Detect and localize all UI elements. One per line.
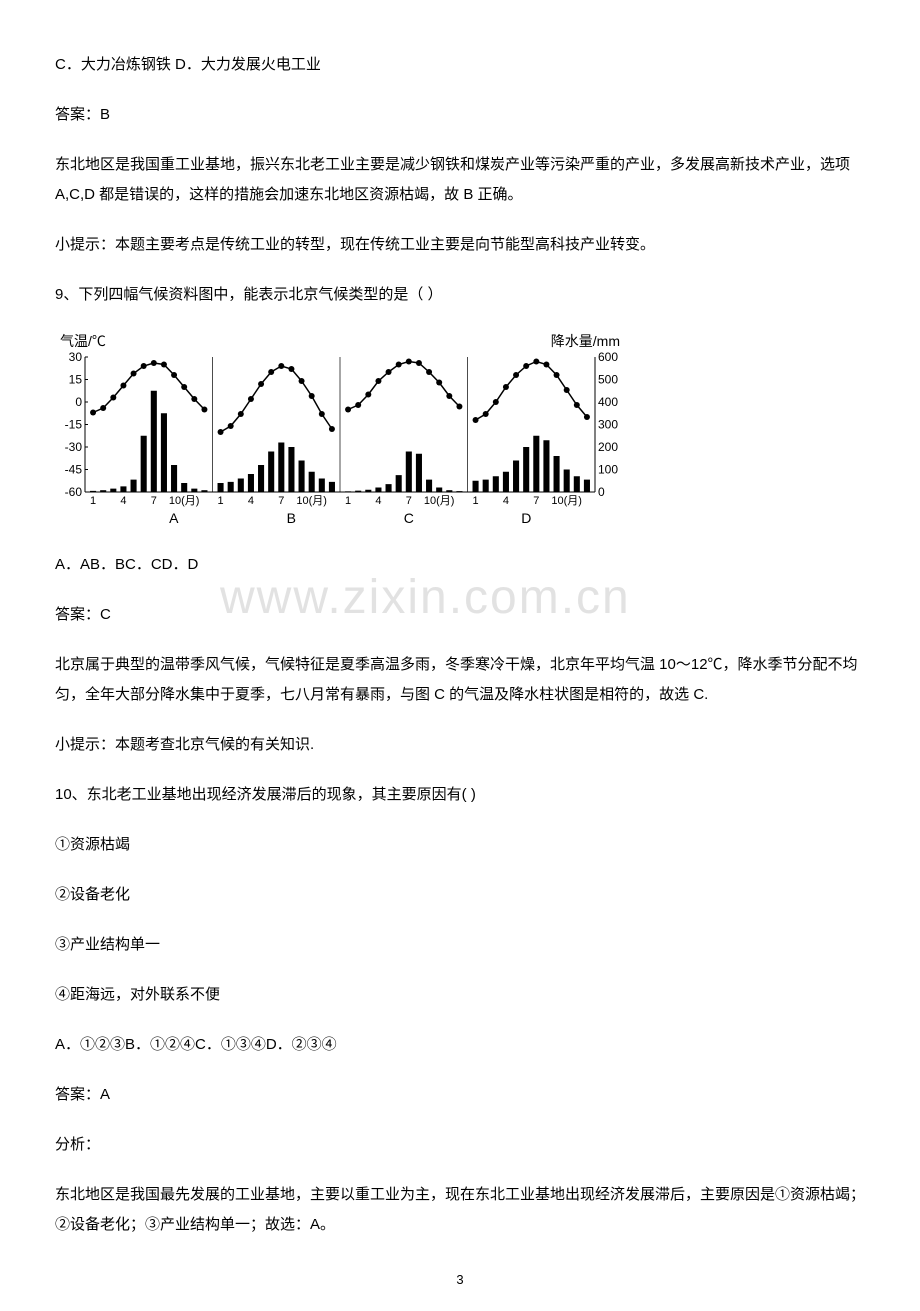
analysis-label: 分析： — [55, 1130, 865, 1160]
hint-2: 小提示：本题考查北京气候的有关知识. — [55, 730, 865, 760]
svg-text:7: 7 — [406, 495, 412, 507]
svg-text:4: 4 — [503, 495, 509, 507]
svg-text:10(月): 10(月) — [551, 495, 582, 507]
svg-text:4: 4 — [375, 495, 381, 507]
chart-letter-b: B — [233, 507, 351, 529]
svg-text:0: 0 — [598, 485, 605, 499]
chart-right-axis-label: 降水量/mm — [551, 330, 620, 352]
svg-text:7: 7 — [151, 495, 157, 507]
option-circle-3: ③产业结构单一 — [55, 930, 865, 960]
svg-text:4: 4 — [120, 495, 126, 507]
svg-text:400: 400 — [598, 395, 618, 409]
svg-text:-45: -45 — [65, 463, 83, 477]
svg-text:10(月): 10(月) — [169, 495, 200, 507]
question-9: 9、下列四幅气候资料图中，能表示北京气候类型的是（ ） — [55, 280, 865, 310]
svg-text:1: 1 — [345, 495, 351, 507]
svg-text:0: 0 — [75, 395, 82, 409]
svg-text:300: 300 — [598, 418, 618, 432]
climate-chart: 气温/℃ 降水量/mm 30 15 0 -15 -30 -45 -60 600 500 400 30… — [55, 330, 625, 530]
chart-letter-a: A — [115, 507, 233, 529]
svg-text:-60: -60 — [65, 485, 83, 499]
svg-text:1: 1 — [218, 495, 224, 507]
answer-b: 答案：B — [55, 100, 865, 130]
question-10: 10、东北老工业基地出现经济发展滞后的现象，其主要原因有( ) — [55, 780, 865, 810]
options-9: A．AB．BC．CD．D — [55, 550, 865, 580]
svg-text:500: 500 — [598, 373, 618, 387]
svg-text:10(月): 10(月) — [296, 495, 327, 507]
svg-text:-30: -30 — [65, 440, 83, 454]
answer-c: 答案：C — [55, 600, 865, 630]
svg-text:7: 7 — [278, 495, 284, 507]
svg-text:200: 200 — [598, 440, 618, 454]
answer-a: 答案：A — [55, 1080, 865, 1110]
chart-letter-c: C — [350, 507, 468, 529]
svg-text:15: 15 — [69, 373, 83, 387]
chart-letters-row: A B C D — [55, 507, 585, 529]
explanation-1: 东北地区是我国重工业基地，振兴东北老工业主要是减少钢铁和煤炭产业等污染严重的产业… — [55, 150, 865, 210]
svg-text:-15: -15 — [65, 418, 83, 432]
option-circle-1: ①资源枯竭 — [55, 830, 865, 860]
svg-text:1: 1 — [90, 495, 96, 507]
document-body: C．大力冶炼钢铁 D．大力发展火电工业 答案：B 东北地区是我国重工业基地，振兴… — [55, 50, 865, 1291]
climate-svg: 30150-15-30-45-6060050040030020010001471… — [55, 352, 625, 507]
option-circle-4: ④距海远，对外联系不便 — [55, 980, 865, 1010]
chart-left-axis-label: 气温/℃ — [60, 330, 106, 352]
svg-text:1: 1 — [473, 495, 479, 507]
svg-text:600: 600 — [598, 352, 618, 364]
page-number: 3 — [55, 1270, 865, 1291]
explanation-2: 北京属于典型的温带季风气候，气候特征是夏季高温多雨，冬季寒冷干燥，北京年平均气温… — [55, 650, 865, 710]
svg-text:100: 100 — [598, 463, 618, 477]
svg-text:10(月): 10(月) — [424, 495, 455, 507]
svg-text:30: 30 — [69, 352, 83, 364]
option-cd-line: C．大力冶炼钢铁 D．大力发展火电工业 — [55, 50, 865, 80]
svg-text:7: 7 — [533, 495, 539, 507]
explanation-3: 东北地区是我国最先发展的工业基地，主要以重工业为主，现在东北工业基地出现经济发展… — [55, 1180, 865, 1240]
chart-letter-d: D — [468, 507, 586, 529]
svg-text:4: 4 — [248, 495, 254, 507]
option-circle-2: ②设备老化 — [55, 880, 865, 910]
options-10: A．①②③B．①②④C．①③④D．②③④ — [55, 1030, 865, 1060]
hint-1: 小提示：本题主要考点是传统工业的转型，现在传统工业主要是向节能型高科技产业转变。 — [55, 230, 865, 260]
